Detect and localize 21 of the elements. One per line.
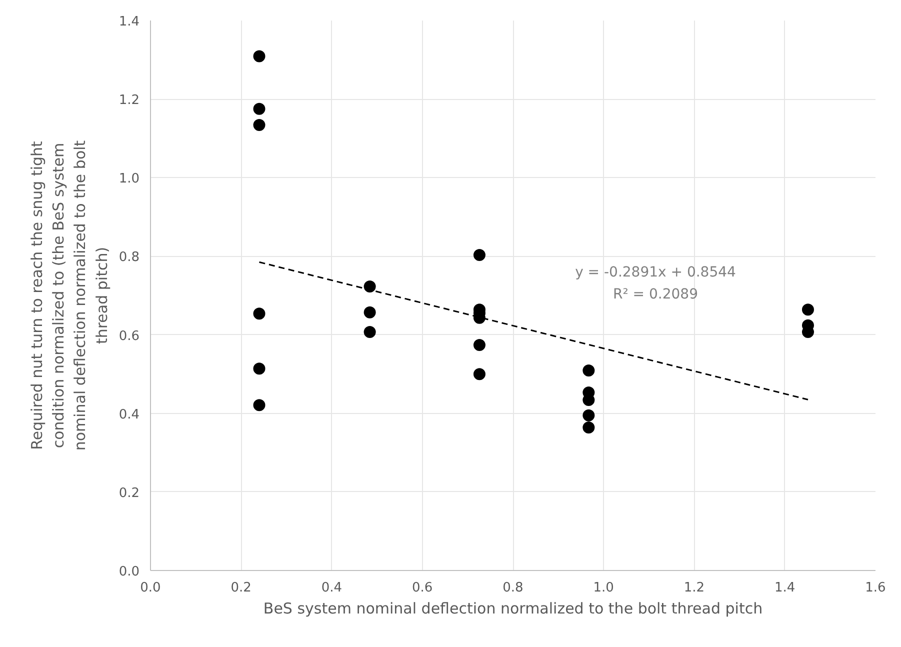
x-tick-label: 0.0	[140, 580, 161, 596]
x-tick-label: 1.0	[593, 580, 614, 596]
y-tick-label: 1.4	[118, 14, 140, 30]
x-tick-label: 1.4	[774, 580, 796, 596]
y-axis-title: Required nut turn to reach the snug tight condition normalized to (the BeS system nominal deflection normalized to the bolt thread pitch)	[28, 140, 111, 451]
annotation: y = -0.2891x + 0.8544	[575, 264, 736, 280]
y-tick-label: 0.4	[118, 407, 140, 422]
y-tick-label: 0.0	[118, 564, 140, 580]
y-tick-label: 0.8	[118, 250, 140, 266]
x-tick-label: 0.2	[230, 580, 252, 596]
y-tick-label: 1.0	[118, 172, 140, 187]
x-tick-label: 0.8	[502, 580, 524, 596]
y-tick-label: 0.2	[118, 486, 140, 501]
x-tick-label: 1.2	[684, 580, 705, 596]
x-tick-label: 1.6	[865, 580, 886, 596]
x-axis-title: BeS system nominal deflection normalized to the bolt thread pitch	[263, 600, 763, 618]
x-tick-label: 0.4	[321, 580, 342, 596]
annotation: R² = 0.2089	[613, 286, 698, 302]
y-tick-label: 1.2	[118, 93, 140, 108]
y-tick-label: 0.6	[118, 328, 140, 344]
x-tick-label: 0.6	[412, 580, 433, 596]
